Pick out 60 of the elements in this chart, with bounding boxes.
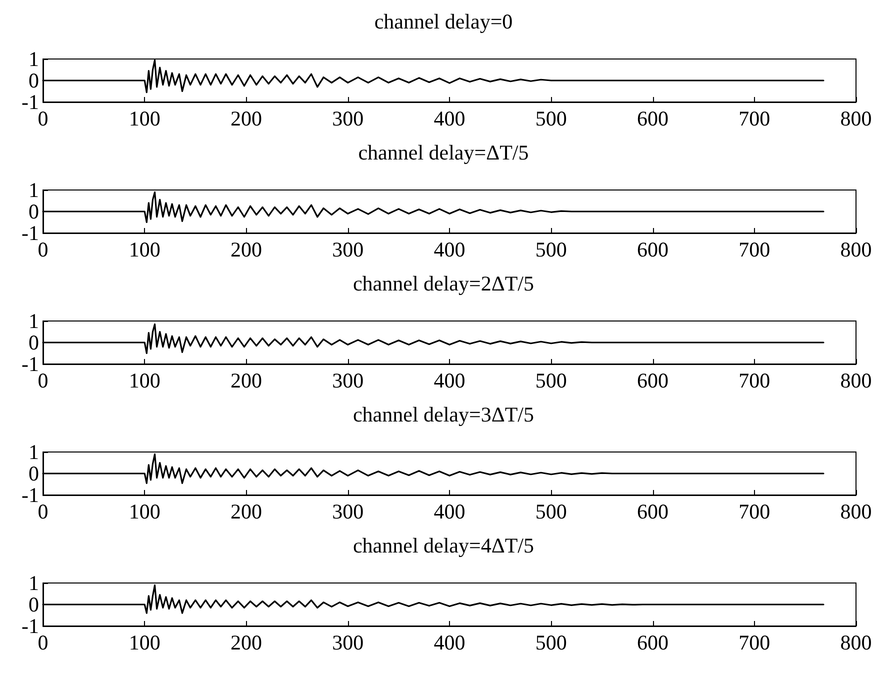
x-tick-label: 500	[535, 238, 567, 262]
y-tick-label: 1	[28, 47, 39, 71]
x-tick-label: 700	[738, 500, 770, 524]
y-tick-label: -1	[22, 221, 39, 245]
x-tick-label: 500	[535, 630, 567, 654]
x-tick-label: 100	[128, 500, 160, 524]
chart-title: channel delay=0	[374, 10, 513, 34]
x-tick-label: 200	[230, 106, 262, 130]
x-tick-label: 100	[128, 368, 160, 392]
x-tick-label: 800	[840, 368, 872, 392]
x-tick-label: 800	[840, 106, 872, 130]
chart-title: channel delay=ΔT/5	[358, 140, 529, 164]
x-tick-label: 600	[637, 368, 668, 392]
x-tick-label: 600	[637, 106, 668, 130]
y-tick-label: -1	[22, 352, 39, 376]
x-tick-label: 800	[840, 238, 872, 262]
x-tick-label: 400	[434, 106, 466, 130]
y-tick-label: 1	[28, 178, 39, 202]
y-tick-label: -1	[22, 90, 39, 114]
x-tick-label: 300	[332, 106, 364, 130]
x-tick-label: 100	[128, 106, 160, 130]
x-tick-label: 100	[128, 238, 160, 262]
y-tick-label: 0	[28, 330, 39, 354]
x-tick-label: 200	[230, 238, 262, 262]
chart-title: channel delay=3ΔT/5	[352, 402, 534, 426]
x-tick-label: 500	[535, 500, 567, 524]
y-tick-label: 1	[28, 571, 39, 595]
x-tick-label: 300	[332, 630, 364, 654]
y-tick-label: 1	[28, 440, 39, 464]
y-tick-label: 0	[28, 462, 39, 486]
x-tick-label: 200	[230, 630, 262, 654]
y-tick-label: 1	[28, 309, 39, 333]
x-tick-label: 600	[637, 630, 668, 654]
x-tick-label: 400	[434, 500, 466, 524]
x-tick-label: 400	[434, 368, 466, 392]
x-tick-label: 800	[840, 500, 872, 524]
x-tick-label: 700	[738, 630, 770, 654]
y-tick-label: 0	[28, 592, 39, 616]
x-tick-label: 500	[535, 368, 567, 392]
x-tick-label: 500	[535, 106, 567, 130]
y-tick-label: 0	[28, 200, 39, 224]
y-tick-label: -1	[22, 614, 39, 638]
chart-title: channel delay=2ΔT/5	[352, 272, 534, 296]
x-tick-label: 600	[637, 238, 668, 262]
chart-title: channel delay=4ΔT/5	[352, 534, 534, 558]
x-tick-label: 700	[738, 368, 770, 392]
y-tick-label: 0	[28, 68, 39, 92]
x-tick-label: 400	[434, 630, 466, 654]
x-tick-label: 800	[840, 630, 872, 654]
x-tick-label: 100	[128, 630, 160, 654]
x-tick-label: 300	[332, 500, 364, 524]
x-tick-label: 400	[434, 238, 466, 262]
x-tick-label: 700	[738, 238, 770, 262]
x-tick-label: 300	[332, 368, 364, 392]
x-tick-label: 200	[230, 500, 262, 524]
x-tick-label: 200	[230, 368, 262, 392]
x-tick-label: 600	[637, 500, 668, 524]
y-tick-label: -1	[22, 483, 39, 507]
x-tick-label: 300	[332, 238, 364, 262]
x-tick-label: 700	[738, 106, 770, 130]
